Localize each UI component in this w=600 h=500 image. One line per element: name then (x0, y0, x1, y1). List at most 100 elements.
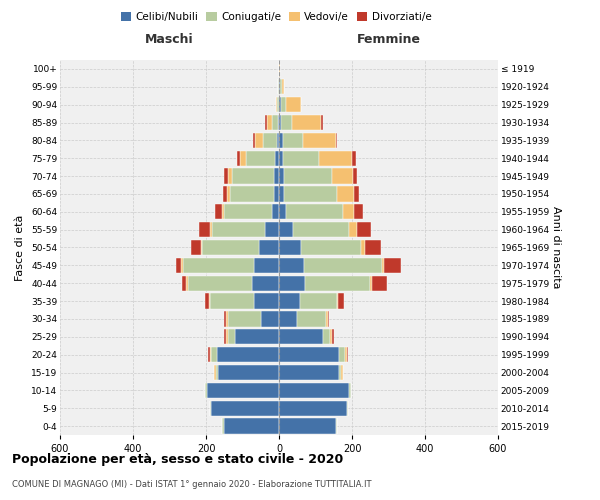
Bar (361, 240, 365, 255)
Bar (279, 258, 304, 273)
Bar (272, 115, 278, 130)
Bar (300, 294, 337, 308)
Bar (284, 186, 337, 202)
Bar (279, 186, 284, 202)
Bar (188, 276, 251, 291)
Bar (176, 258, 181, 273)
Bar (200, 240, 202, 255)
Bar (226, 312, 228, 326)
Bar (286, 204, 343, 220)
Bar (292, 115, 321, 130)
Bar (227, 186, 230, 202)
Bar (217, 347, 279, 362)
Bar (209, 294, 211, 308)
Bar (181, 258, 183, 273)
Bar (279, 133, 283, 148)
Bar (337, 294, 338, 308)
Bar (352, 150, 356, 166)
Bar (207, 383, 279, 398)
Bar (224, 329, 226, 344)
Bar (347, 347, 349, 362)
Bar (224, 312, 226, 326)
Bar (347, 400, 349, 416)
Bar (279, 240, 301, 255)
Bar (279, 329, 323, 344)
Bar (265, 222, 279, 237)
Bar (293, 222, 349, 237)
Bar (279, 79, 280, 94)
Bar (339, 347, 345, 362)
Bar (215, 204, 223, 220)
Bar (323, 329, 330, 344)
Bar (209, 347, 211, 362)
Bar (199, 222, 211, 237)
Bar (335, 133, 337, 148)
Bar (253, 133, 254, 148)
Bar (283, 150, 319, 166)
Bar (279, 276, 305, 291)
Bar (278, 115, 279, 130)
Bar (326, 312, 328, 326)
Bar (232, 168, 274, 184)
Y-axis label: Anni di nascita: Anni di nascita (551, 206, 561, 289)
Bar (384, 258, 401, 273)
Bar (301, 240, 361, 255)
Bar (216, 365, 218, 380)
Bar (205, 294, 209, 308)
Bar (339, 365, 341, 380)
Bar (274, 168, 279, 184)
Bar (211, 294, 254, 308)
Bar (279, 97, 281, 112)
Bar (224, 204, 272, 220)
Bar (267, 115, 272, 130)
Bar (296, 312, 326, 326)
Bar (211, 222, 212, 237)
Bar (235, 329, 279, 344)
Bar (337, 186, 354, 202)
Bar (279, 347, 339, 362)
Bar (279, 383, 349, 398)
Bar (230, 186, 274, 202)
Bar (279, 222, 293, 237)
Bar (212, 222, 265, 237)
Bar (279, 150, 283, 166)
Bar (274, 186, 279, 202)
Bar (281, 115, 292, 130)
Text: Femmine: Femmine (356, 32, 421, 46)
Bar (228, 329, 235, 344)
Bar (319, 150, 352, 166)
Bar (335, 418, 337, 434)
Bar (277, 97, 279, 112)
Bar (186, 276, 188, 291)
Bar (208, 347, 209, 362)
Text: COMUNE DI MAGNAGO (MI) - Dati ISTAT 1° gennaio 2020 - Elaborazione TUTTITALIA.IT: COMUNE DI MAGNAGO (MI) - Dati ISTAT 1° g… (12, 480, 371, 489)
Bar (344, 347, 347, 362)
Bar (305, 276, 370, 291)
Legend: Celibi/Nubili, Coniugati/e, Vedovi/e, Divorziati/e: Celibi/Nubili, Coniugati/e, Vedovi/e, Di… (116, 8, 436, 26)
Bar (328, 312, 329, 326)
Bar (279, 418, 335, 434)
Bar (276, 97, 277, 112)
Bar (182, 276, 186, 291)
Bar (332, 329, 334, 344)
Bar (279, 204, 286, 220)
Bar (254, 294, 279, 308)
Bar (205, 383, 207, 398)
Text: Popolazione per età, sesso e stato civile - 2020: Popolazione per età, sesso e stato civil… (12, 452, 343, 466)
Bar (223, 186, 227, 202)
Bar (382, 258, 384, 273)
Bar (332, 168, 353, 184)
Bar (354, 204, 363, 220)
Bar (279, 365, 339, 380)
Bar (349, 222, 357, 237)
Bar (211, 347, 217, 362)
Bar (281, 79, 284, 94)
Bar (263, 133, 277, 148)
Bar (365, 240, 381, 255)
Bar (286, 97, 301, 112)
Bar (370, 276, 372, 291)
Bar (218, 365, 279, 380)
Bar (191, 240, 200, 255)
Bar (284, 168, 332, 184)
Bar (226, 329, 228, 344)
